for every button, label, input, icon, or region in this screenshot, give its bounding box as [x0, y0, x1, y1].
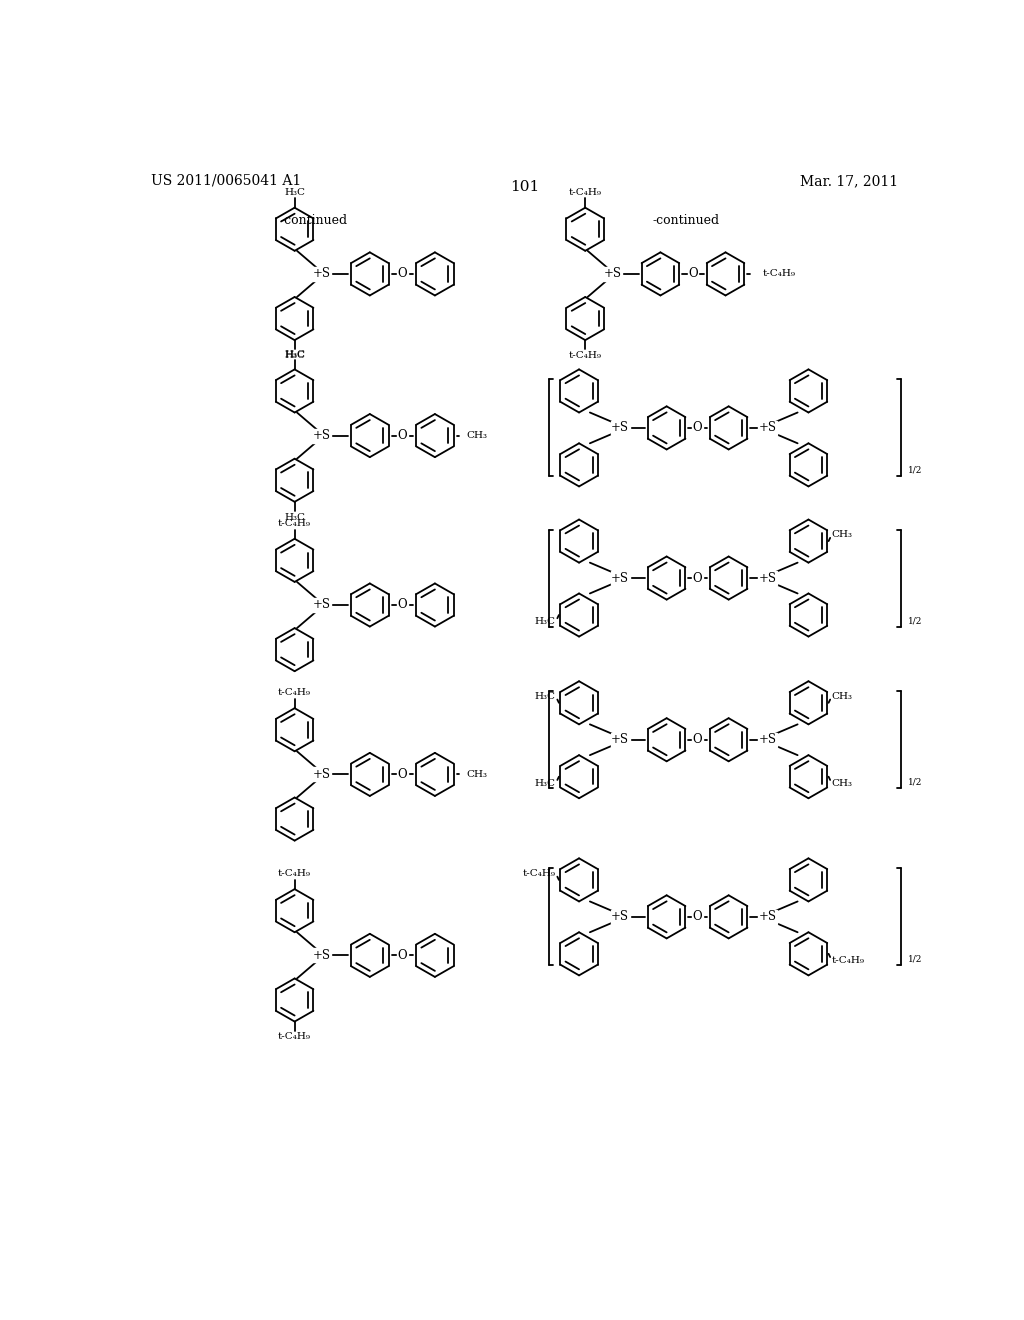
- Text: H₃C: H₃C: [284, 350, 305, 359]
- Text: t-C₄H₉: t-C₄H₉: [568, 187, 602, 197]
- Text: H₃C: H₃C: [284, 351, 305, 360]
- Text: O: O: [688, 268, 697, 280]
- Text: t-C₄H₉: t-C₄H₉: [763, 269, 796, 279]
- Text: H₃C: H₃C: [535, 616, 556, 626]
- Text: +S: +S: [312, 949, 331, 962]
- Text: O: O: [397, 429, 408, 442]
- Text: +S: +S: [759, 421, 776, 434]
- Text: O: O: [693, 421, 702, 434]
- Text: +S: +S: [759, 911, 776, 924]
- Text: O: O: [693, 733, 702, 746]
- Text: t-C₄H₉: t-C₄H₉: [568, 351, 602, 360]
- Text: CH₃: CH₃: [831, 779, 853, 788]
- Text: t-C₄H₉: t-C₄H₉: [279, 870, 311, 878]
- Text: 1/2: 1/2: [907, 466, 922, 475]
- Text: t-C₄H₉: t-C₄H₉: [523, 869, 556, 878]
- Text: 1/2: 1/2: [907, 777, 922, 787]
- Text: +S: +S: [312, 768, 331, 781]
- Text: -continued: -continued: [652, 214, 720, 227]
- Text: CH₃: CH₃: [831, 692, 853, 701]
- Text: O: O: [397, 598, 408, 611]
- Text: +S: +S: [611, 733, 629, 746]
- Text: +S: +S: [759, 572, 776, 585]
- Text: +S: +S: [611, 572, 629, 585]
- Text: H₃C: H₃C: [535, 692, 556, 701]
- Text: O: O: [397, 268, 408, 280]
- Text: H₃C: H₃C: [284, 512, 305, 521]
- Text: +S: +S: [312, 429, 331, 442]
- Text: t-C₄H₉: t-C₄H₉: [279, 1032, 311, 1041]
- Text: CH₃: CH₃: [466, 432, 487, 440]
- Text: CH₃: CH₃: [831, 531, 853, 539]
- Text: 1/2: 1/2: [907, 616, 922, 626]
- Text: +S: +S: [312, 268, 331, 280]
- Text: +S: +S: [603, 268, 622, 280]
- Text: +S: +S: [759, 733, 776, 746]
- Text: O: O: [693, 572, 702, 585]
- Text: 101: 101: [510, 180, 540, 194]
- Text: H₃C: H₃C: [284, 187, 305, 197]
- Text: t-C₄H₉: t-C₄H₉: [279, 689, 311, 697]
- Text: Mar. 17, 2011: Mar. 17, 2011: [800, 174, 898, 187]
- Text: +S: +S: [611, 911, 629, 924]
- Text: O: O: [397, 768, 408, 781]
- Text: +S: +S: [312, 598, 331, 611]
- Text: O: O: [397, 949, 408, 962]
- Text: -continued: -continued: [281, 214, 347, 227]
- Text: t-C₄H₉: t-C₄H₉: [279, 519, 311, 528]
- Text: 1/2: 1/2: [907, 954, 922, 964]
- Text: US 2011/0065041 A1: US 2011/0065041 A1: [152, 174, 301, 187]
- Text: t-C₄H₉: t-C₄H₉: [831, 956, 864, 965]
- Text: H₃C: H₃C: [535, 779, 556, 788]
- Text: O: O: [693, 911, 702, 924]
- Text: CH₃: CH₃: [466, 770, 487, 779]
- Text: +S: +S: [611, 421, 629, 434]
